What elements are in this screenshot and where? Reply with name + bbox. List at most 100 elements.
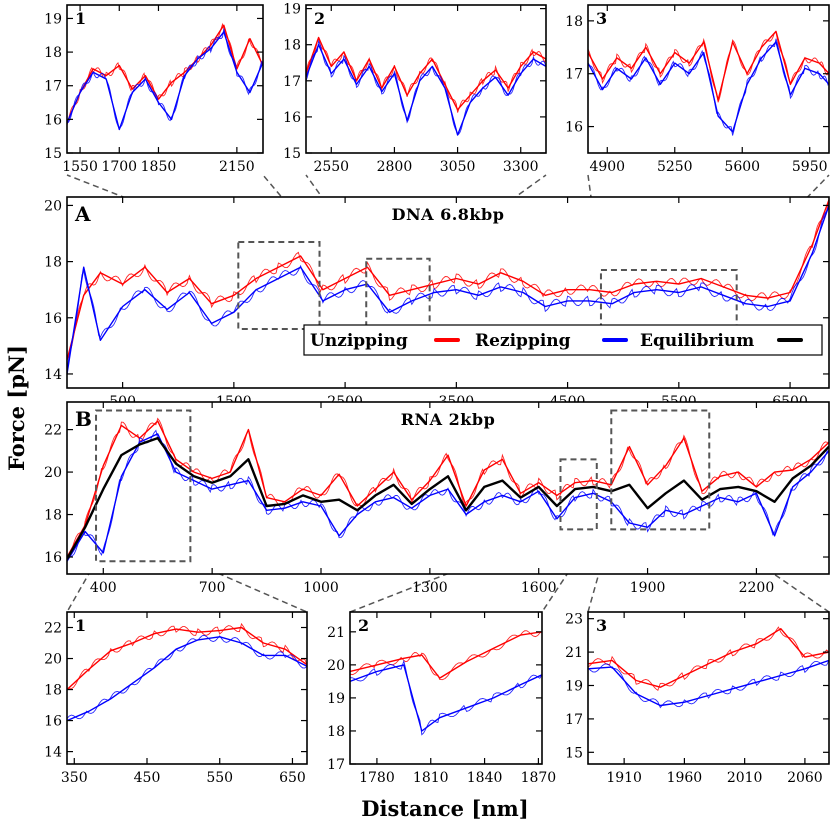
x-tick-label: 1900	[630, 580, 666, 596]
panel-label: 1	[75, 616, 86, 635]
legend-label-equilibrium: Equilibrium	[640, 331, 754, 351]
y-tick-label: 15	[283, 146, 301, 162]
y-tick-label: 14	[44, 745, 62, 761]
x-tick-label: 1600	[521, 580, 557, 596]
series-trace-rezipping	[67, 634, 307, 720]
x-tick-label: 550	[206, 770, 233, 786]
series-trace-unzipping	[350, 630, 542, 681]
panel-title: RNA 2kbp	[401, 410, 496, 429]
x-tick-label: 450	[134, 770, 161, 786]
series-line-rezipping	[306, 44, 546, 136]
series-trace-rezipping	[588, 660, 829, 709]
x-tick-label: 1850	[141, 159, 177, 175]
panel-label: B	[75, 407, 92, 431]
y-tick-label: 17	[283, 74, 301, 90]
plot-frame	[66, 196, 830, 389]
panel-B2: 1780 1810 1840 1870 17 18 19 20 21 2	[327, 611, 557, 786]
x-tick-label: 1960	[667, 770, 703, 786]
x-tick-label: 400	[90, 580, 117, 596]
series-trace-unzipping	[588, 31, 829, 103]
y-tick-label: 18	[44, 255, 62, 271]
y-tick-label: 18	[327, 724, 345, 740]
plot-frame	[587, 4, 830, 154]
panel-label: 3	[596, 9, 607, 28]
y-tick-label: 20	[44, 198, 62, 214]
zoom-box-3	[610, 409, 711, 531]
series-line-rezipping	[588, 41, 829, 133]
panel-label: A	[74, 202, 91, 226]
plot-frame	[66, 4, 264, 154]
y-tick-label: 18	[44, 683, 62, 699]
zoom-connector-line	[541, 528, 598, 613]
y-tick-label: 21	[565, 645, 583, 661]
series-trace-rezipping	[67, 205, 829, 371]
plot-frame	[66, 401, 830, 575]
panel-B1: 350 450 550 650 14 16 18 20 22 1	[44, 611, 308, 786]
y-tick-label: 15	[44, 146, 62, 162]
plot-area	[67, 5, 263, 153]
y-tick-label: 19	[565, 678, 583, 694]
series-trace-rezipping	[350, 659, 542, 736]
y-tick-label: 16	[283, 110, 301, 126]
series-trace-unzipping	[67, 417, 829, 562]
y-tick-label: 19	[44, 11, 62, 27]
y-tick-label: 23	[565, 612, 583, 628]
y-tick-label: 16	[44, 311, 62, 327]
series-group	[588, 30, 829, 136]
legend: Unzipping Rezipping Equilibrium	[303, 324, 823, 356]
series-group	[67, 622, 307, 722]
x-tick-label: 1910	[606, 770, 642, 786]
series-line-unzipping	[350, 631, 542, 679]
zoom-box-1	[95, 409, 192, 563]
plot-frame	[349, 611, 543, 765]
x-tick-label: 2800	[377, 159, 413, 175]
panel-label: 2	[314, 9, 325, 28]
x-tick-label: 5600	[724, 159, 760, 175]
legend-label-rezipping: Rezipping	[475, 331, 571, 351]
zoom-box-1	[237, 240, 321, 331]
x-tick-label: 350	[61, 770, 88, 786]
x-tick-label: 1700	[101, 159, 137, 175]
x-tick-label: 1780	[359, 770, 395, 786]
x-tick-label: 2060	[787, 770, 823, 786]
series-group	[67, 22, 263, 131]
series-group	[67, 417, 829, 562]
x-tick-label: 2200	[739, 580, 775, 596]
y-tick-label: 18	[44, 508, 62, 524]
y-tick-label: 16	[44, 714, 62, 730]
plot-area	[67, 197, 829, 388]
plot-area	[588, 612, 829, 764]
series-group	[350, 630, 542, 736]
panel-label: 1	[75, 9, 86, 28]
x-tick-label: 650	[279, 770, 306, 786]
x-tick-label: 2010	[727, 770, 763, 786]
series-trace-unzipping	[67, 622, 307, 690]
y-tick-label: 16	[565, 120, 583, 136]
y-tick-label: 18	[283, 38, 301, 54]
x-tick-label: 1870	[521, 770, 557, 786]
series-line-rezipping	[67, 205, 829, 375]
panels: 50015002500350045005500650014161820ADNA …	[44, 2, 830, 786]
series-line-equilibrium	[67, 436, 829, 560]
series-line-unzipping	[588, 30, 829, 101]
y-tick-label: 16	[44, 550, 62, 566]
x-tick-label: 1550	[62, 159, 98, 175]
series-group	[588, 626, 829, 709]
legend-box	[303, 324, 823, 356]
y-axis-label: Force [pN]	[4, 345, 29, 471]
series-trace-rezipping	[588, 38, 829, 136]
y-tick-label: 19	[283, 2, 301, 18]
plot-area	[67, 612, 307, 764]
series-trace-unzipping	[588, 626, 829, 692]
y-tick-label: 18	[44, 45, 62, 61]
x-tick-label: 1300	[412, 580, 448, 596]
series-line-unzipping	[67, 199, 829, 361]
series-line-unzipping	[67, 24, 263, 123]
legend-label-unzipping: Unzipping	[310, 331, 408, 351]
x-axis-label: Distance [nm]	[361, 796, 528, 821]
y-tick-label: 19	[327, 691, 345, 707]
y-tick-label: 21	[327, 625, 345, 641]
panel-label: 2	[358, 616, 369, 635]
x-tick-label: 700	[199, 580, 226, 596]
